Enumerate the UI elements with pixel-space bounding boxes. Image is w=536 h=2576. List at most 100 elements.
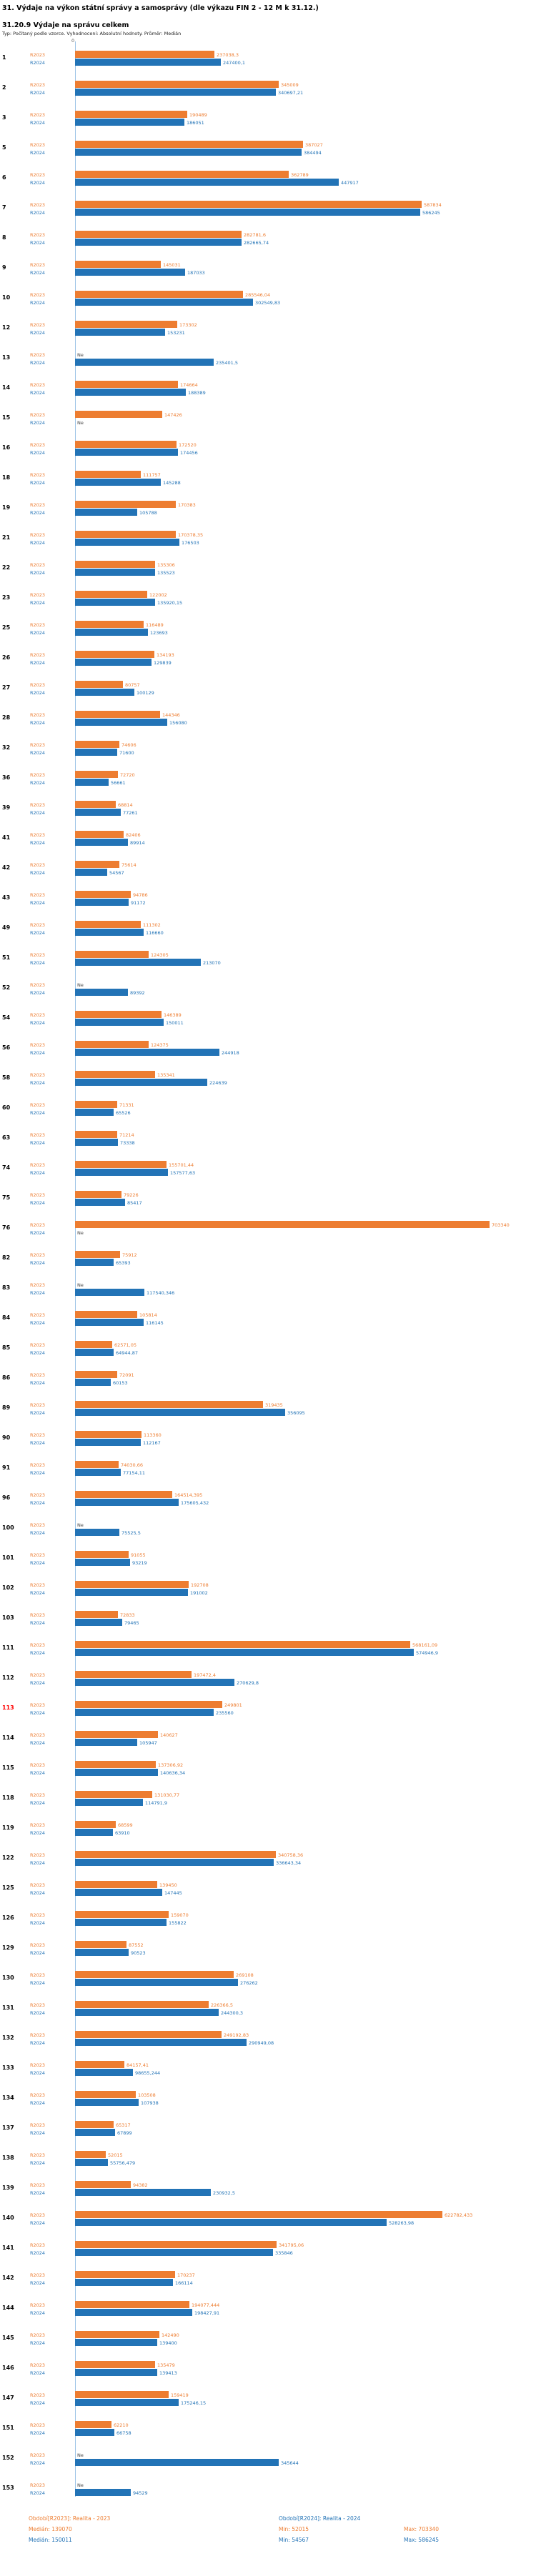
bar-line-r2023: R2023 Ne: [0, 2451, 536, 2459]
series-label: R2023: [30, 382, 46, 388]
bar-line-r2023: R2023 79226: [0, 1191, 536, 1199]
bar-r2023: [75, 561, 155, 568]
value-label: 164514,395: [174, 1492, 203, 1498]
bar-r2023: [75, 951, 149, 958]
r2023-min: Min: 52015: [279, 2526, 309, 2532]
value-label: 112167: [143, 1440, 161, 1446]
bar-line-r2024: R2024 276262: [0, 1979, 536, 1987]
series-label: R2023: [30, 1402, 46, 1408]
series-label: R2024: [30, 1620, 46, 1626]
value-label: 135920,15: [157, 600, 183, 606]
bar-line-r2023: R2023 116489: [0, 621, 536, 629]
bar-r2023: [75, 1311, 137, 1318]
bar-r2024: [75, 1049, 219, 1056]
series-label: R2024: [30, 1980, 46, 1986]
bar-line-r2024: R2024 345644: [0, 2459, 536, 2467]
bar-r2024: [75, 1739, 137, 1746]
value-label: 135479: [157, 2362, 175, 2368]
value-label: 94382: [133, 2182, 148, 2188]
chart-row-140: 140 R2023 622782,433 R2024 528263,98: [0, 2204, 536, 2234]
bar-line-r2024: R2024 67899: [0, 2129, 536, 2137]
chart-row-114: 114 R2023 140627 R2024 105947: [0, 1724, 536, 1754]
series-label: R2024: [30, 2460, 46, 2466]
chart-row-60: 60 R2023 71331 R2024 65526: [0, 1094, 536, 1124]
series-label: R2024: [30, 90, 46, 96]
bar-r2024: [75, 1589, 188, 1596]
series-label: R2023: [30, 742, 46, 748]
value-label: 282665,74: [244, 240, 269, 246]
value-label: 568161,09: [412, 1642, 438, 1648]
bar-r2023: [75, 681, 123, 688]
series-label: R2024: [30, 1380, 46, 1386]
bar-r2023: [75, 1491, 172, 1498]
series-label: R2024: [30, 2160, 46, 2166]
series-label: R2023: [30, 1672, 46, 1678]
bar-line-r2024: R2024 112167: [0, 1439, 536, 1447]
series-label: R2024: [30, 690, 46, 696]
bar-r2024: [75, 1379, 111, 1386]
series-label: R2024: [30, 2280, 46, 2286]
r2023-median: Medián: 139070: [29, 2526, 72, 2532]
series-label: R2024: [30, 390, 46, 396]
bar-line-r2024: R2024 213070: [0, 959, 536, 967]
chart-row-142: 142 R2023 170237 R2024 166114: [0, 2264, 536, 2294]
value-label: 276262: [240, 1980, 258, 1986]
row-number: 142: [2, 2275, 14, 2281]
series-label: R2023: [30, 2002, 46, 2008]
chart-row-137: 137 R2023 65317 R2024 67899: [0, 2114, 536, 2144]
no-data-label: Ne: [77, 2452, 84, 2458]
bar-r2023: [75, 861, 119, 868]
row-number: 32: [2, 744, 11, 751]
chart-row-101: 101 R2023 91055 R2024 93219: [0, 1544, 536, 1574]
chart-row-147: 147 R2023 159419 R2024 175246,15: [0, 2384, 536, 2414]
row-number: 36: [2, 774, 11, 781]
bar-line-r2023: R2023 139450: [0, 1881, 536, 1889]
bar-r2023: [75, 1461, 119, 1468]
no-data-label: Ne: [77, 2482, 84, 2488]
bar-r2024: [75, 2189, 211, 2196]
series-label: R2024: [30, 120, 46, 126]
bar-r2023: [75, 231, 242, 238]
chart-row-152: 152 R2023 Ne R2024 345644: [0, 2444, 536, 2474]
bar-line-r2023: R2023 147426: [0, 411, 536, 419]
series-label: R2024: [30, 600, 46, 606]
bar-r2024: [75, 1139, 118, 1146]
value-label: 190489: [189, 112, 207, 118]
bar-r2023: [75, 1911, 169, 1918]
bar-line-r2024: R2024 89392: [0, 989, 536, 997]
bar-r2023: [75, 2271, 175, 2278]
chart-row-23: 23 R2023 122002 R2024 135920,15: [0, 584, 536, 614]
value-label: 335846: [275, 2250, 293, 2256]
legend-r2024-label: Období[R2024]: Realita - 2024: [279, 2515, 361, 2522]
row-number: 28: [2, 714, 11, 721]
bar-line-r2023: R2023 192708: [0, 1581, 536, 1589]
bar-r2023: [75, 651, 154, 658]
chart-row-6: 6 R2023 362789 R2024 447917: [0, 164, 536, 194]
indicator-subtitle: 31.20.9 Výdaje na správu celkem: [2, 21, 129, 29]
bar-r2024: [75, 989, 128, 996]
series-label: R2024: [30, 210, 46, 216]
series-label: R2024: [30, 420, 46, 426]
chart-row-96: 96 R2023 164514,395 R2024 175605,432: [0, 1484, 536, 1514]
series-label: R2023: [30, 322, 46, 328]
bar-line-r2023: R2023 84157,41: [0, 2061, 536, 2069]
series-label: R2024: [30, 2040, 46, 2046]
bar-line-r2023: R2023 341795,06: [0, 2241, 536, 2249]
bar-r2024: [75, 359, 214, 366]
series-label: R2023: [30, 1552, 46, 1558]
row-number: 113: [2, 1704, 14, 1711]
chart-row-134: 134 R2023 103508 R2024 107938: [0, 2084, 536, 2114]
value-label: 247400,1: [223, 60, 246, 66]
bar-line-r2023: R2023 155701,44: [0, 1161, 536, 1169]
series-label: R2023: [30, 52, 46, 58]
value-label: 269108: [236, 1972, 254, 1978]
series-label: R2024: [30, 2340, 46, 2346]
value-label: 54567: [109, 870, 124, 876]
row-number: 10: [2, 294, 11, 301]
series-label: R2023: [30, 2422, 46, 2428]
series-label: R2024: [30, 1470, 46, 1476]
series-label: R2024: [30, 1560, 46, 1566]
series-label: R2024: [30, 1170, 46, 1176]
value-label: 82406: [126, 832, 141, 838]
value-label: 90523: [131, 1950, 146, 1956]
